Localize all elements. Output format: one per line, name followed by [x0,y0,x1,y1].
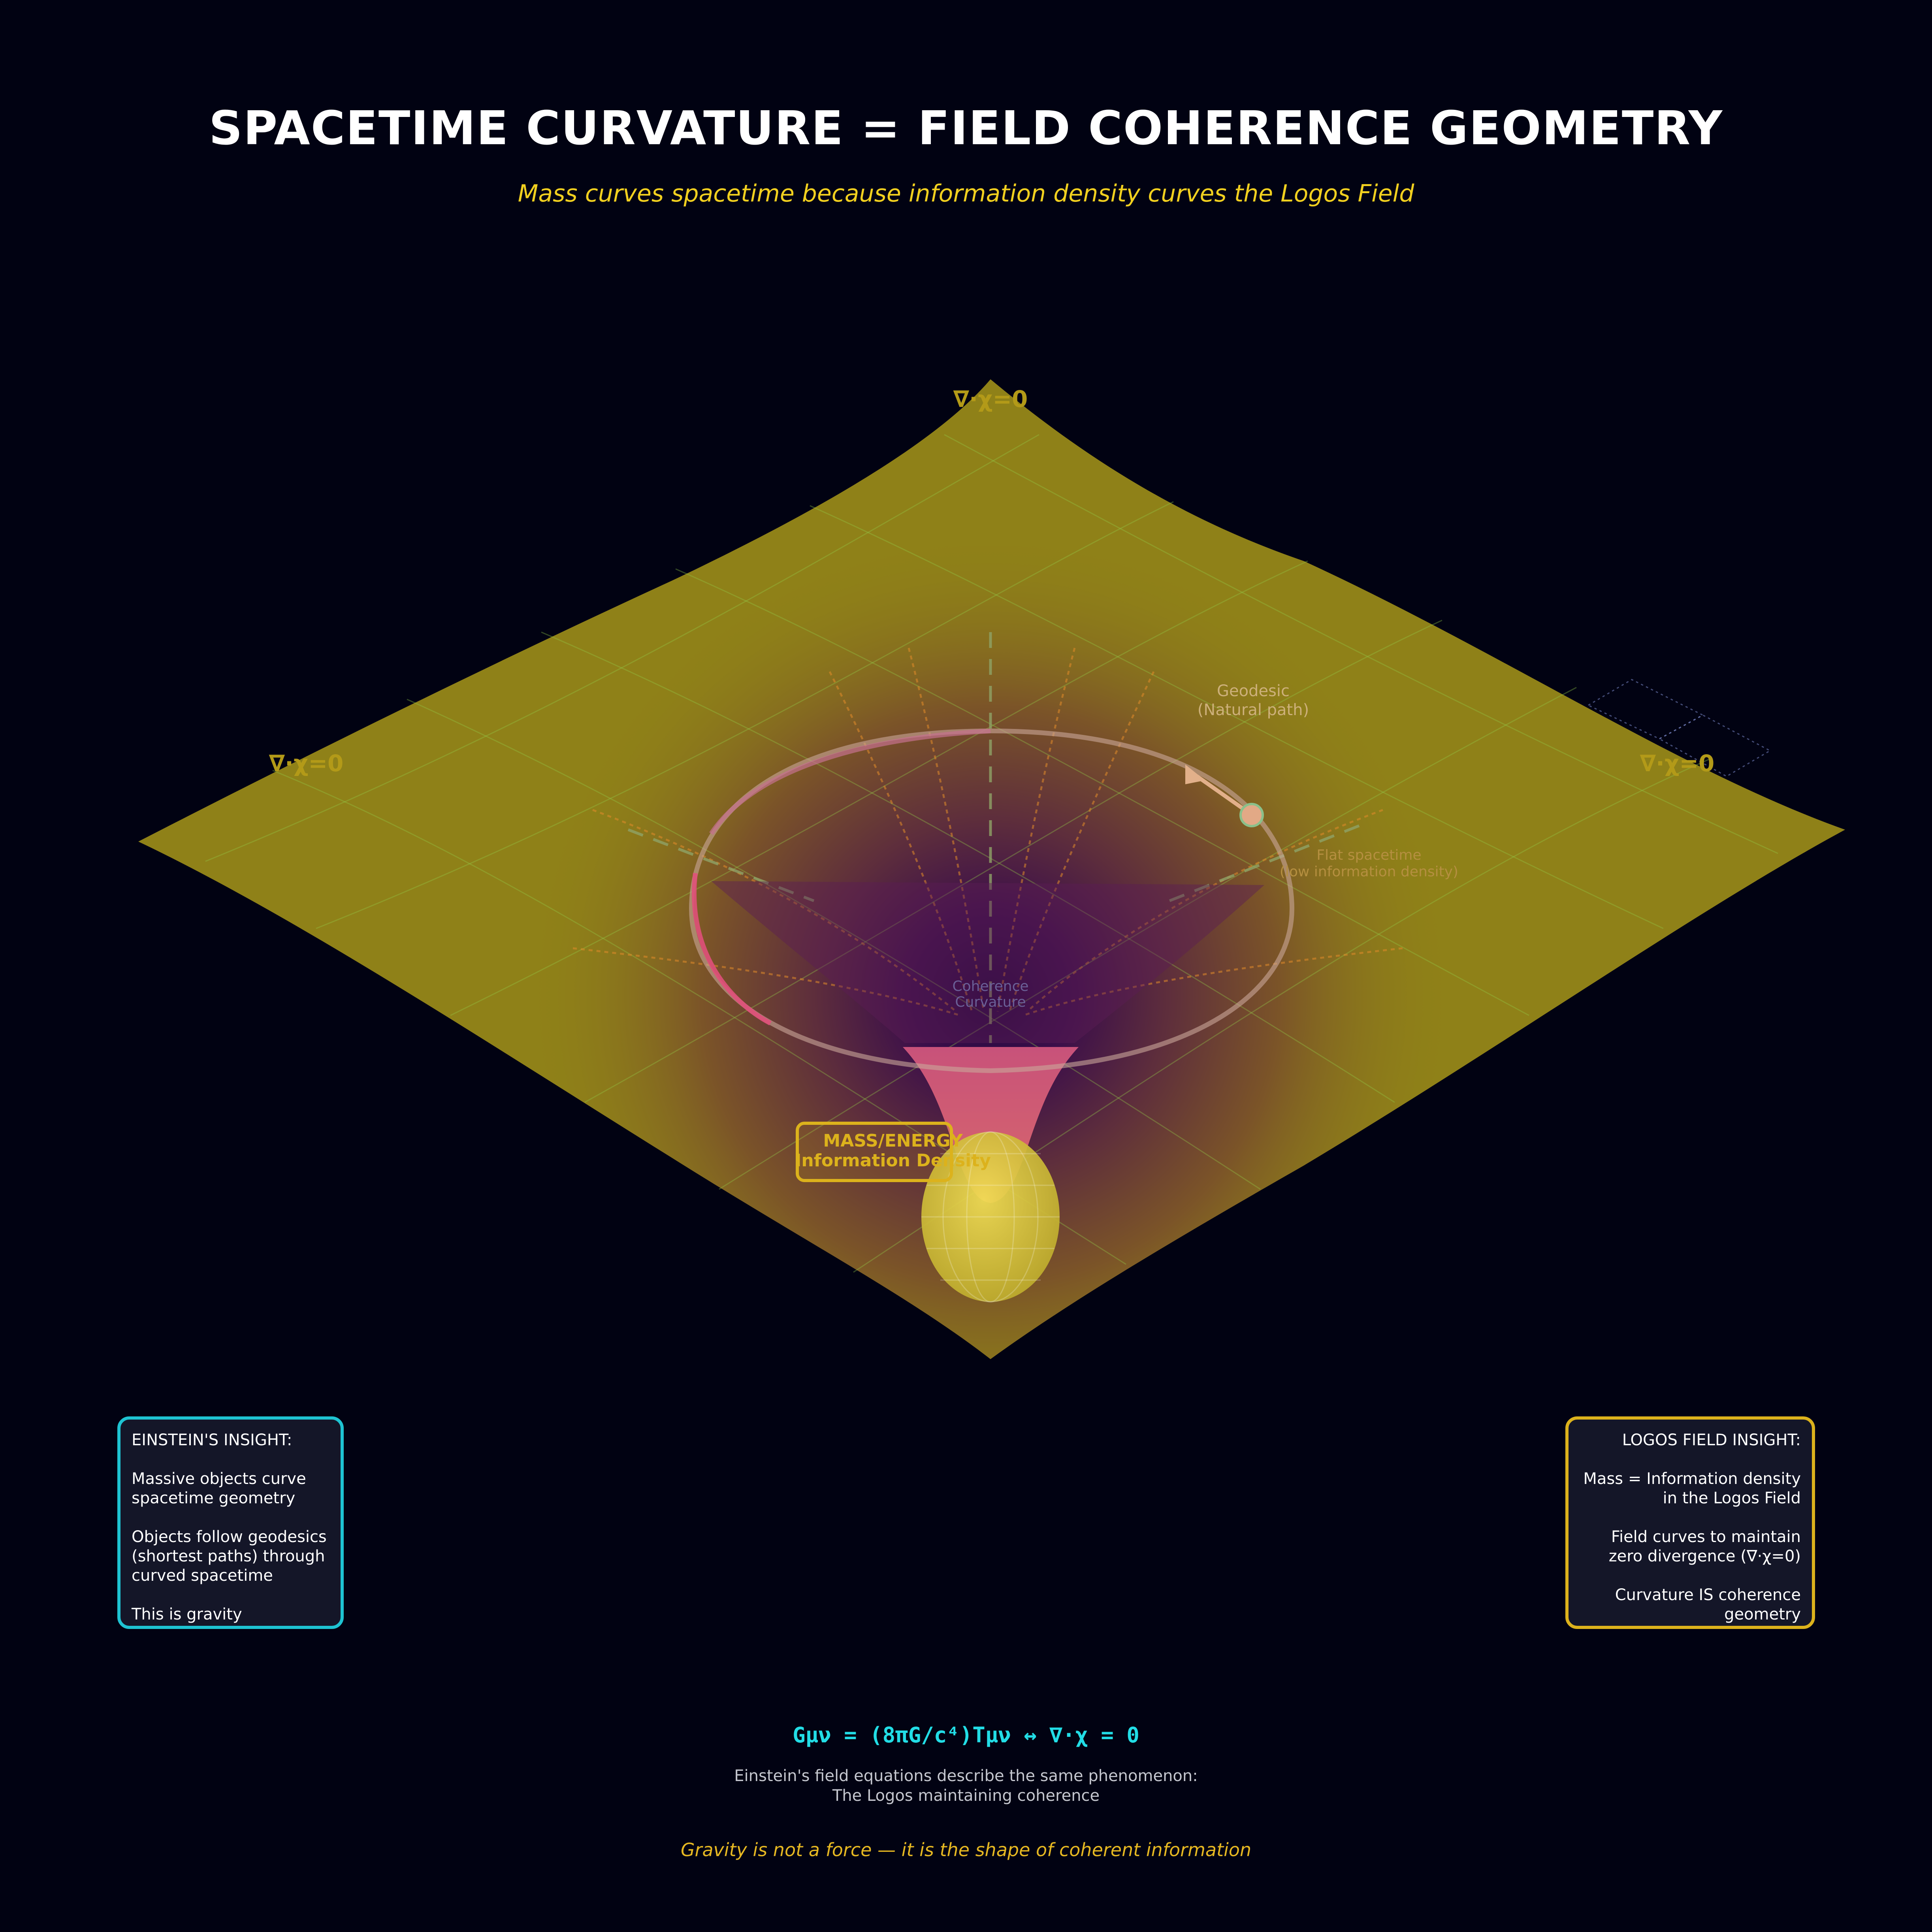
explanation-line: The Logos maintaining coherence [832,1787,1100,1805]
logos-panel-line: zero divergence (∇·χ=0) [1608,1547,1801,1565]
einstein-panel-line [132,1508,330,1527]
logos-panel-line: geometry [1724,1605,1801,1623]
divergence-label-right: ∇·χ=0 [1640,750,1715,777]
flat-reference-grid [1587,679,1772,777]
mass-orb-overlay [921,1132,1060,1302]
logos-panel-line: Field curves to maintain [1611,1528,1801,1546]
page-subtitle: Mass curves spacetime because informatio… [518,180,1414,207]
explanation-line: Einstein's field equations describe the … [734,1767,1198,1785]
geodesic-label: Geodesic [1217,682,1290,700]
divergence-label-top: ∇·χ=0 [953,386,1028,412]
mass-orb [921,1131,1060,1303]
closing-statement: Gravity is not a force — it is the shape… [680,1839,1252,1860]
curvature-label: Coherence [952,978,1028,994]
logos-insight-panel: LOGOS FIELD INSIGHT: Mass = Information … [1565,1416,1815,1629]
einstein-panel-line: curved spacetime [132,1567,273,1585]
logos-panel-line: LOGOS FIELD INSIGHT: [1622,1431,1801,1449]
page-title: SPACETIME CURVATURE = FIELD COHERENCE GE… [209,101,1723,155]
field-lines [572,648,1403,1017]
curvature-shading [138,379,1845,1359]
equation-explanation: Einstein's field equations describe the … [0,1766,1932,1806]
einstein-panel-line: Objects follow geodesics [132,1528,327,1546]
einstein-panel-line: (shortest paths) through [132,1547,325,1565]
einstein-insight-panel: EINSTEIN'S INSIGHT: Massive objects curv… [117,1416,344,1629]
geodesic-sublabel: (Natural path) [1198,701,1309,719]
logos-panel-line: Curvature IS coherence [1615,1586,1801,1604]
einstein-panel-line: This is gravity [132,1605,242,1623]
einstein-panel-line: Massive objects curve [132,1470,306,1488]
axis-guides [627,632,1360,1043]
einstein-panel-line: EINSTEIN'S INSIGHT: [132,1431,292,1449]
mass-label: MASS/ENERGY [823,1131,963,1151]
field-equation: Gμν = (8πG/c⁴)Tμν ↔ ∇·χ = 0 [793,1723,1139,1747]
geodesic-arrow [1185,765,1264,827]
divergence-label-left: ∇·χ=0 [269,750,344,777]
flat-spacetime-label: Flat spacetime [1316,847,1421,863]
einstein-panel-line [132,1586,330,1605]
mass-label-box [796,1122,953,1182]
well-wall [711,881,1264,1043]
logos-panel-line [1580,1508,1801,1527]
einstein-panel-line [132,1450,330,1469]
einstein-panel-line: spacetime geometry [132,1489,296,1507]
flat-spacetime-sublabel: (low information density) [1280,864,1458,880]
well-throat [903,1047,1079,1203]
logos-panel-line [1580,1566,1801,1586]
curvature-sublabel: Curvature [955,994,1026,1010]
mass-sublabel: Information Density [795,1151,991,1171]
logos-panel-line: in the Logos Field [1663,1489,1801,1507]
logos-panel-line [1580,1450,1801,1469]
logos-panel-line: Mass = Information density [1583,1470,1801,1488]
